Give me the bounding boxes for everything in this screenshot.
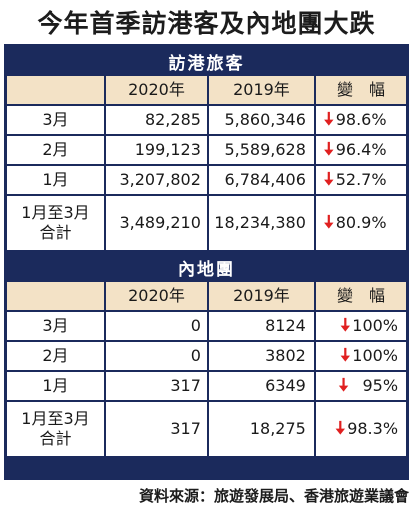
change-value: 52.7% bbox=[335, 170, 387, 189]
row-label-total: 1月至3月 合計 bbox=[7, 402, 104, 456]
value-2020: 317 bbox=[105, 372, 207, 400]
header-change: 變 幅 bbox=[315, 282, 406, 310]
down-arrow-icon: 🠇 bbox=[340, 344, 351, 366]
change-value: 95% bbox=[362, 376, 399, 395]
table-row-total: 1月至3月 合計 317 18,275 🠇 98.3% bbox=[7, 402, 407, 456]
change-cell: 🠇 95% bbox=[315, 372, 407, 400]
change-value: 98.6% bbox=[335, 110, 387, 129]
section-heading-visitors: 訪港旅客 bbox=[168, 53, 245, 74]
value-2019: 18,234,380 bbox=[208, 196, 314, 250]
total-label-line2: 合計 bbox=[39, 223, 72, 242]
value-2019: 6349 bbox=[208, 372, 314, 400]
table-row: 3月 0 8124 🠇 100% bbox=[7, 312, 407, 340]
value-2020: 317 bbox=[105, 402, 207, 456]
column-header-row: 2020年 2019年 變 幅 bbox=[7, 76, 406, 104]
table-row-total: 1月至3月 合計 3,489,210 18,234,380 🠇 80.9% bbox=[7, 196, 406, 250]
header-blank bbox=[7, 282, 105, 310]
section-heading-tours: 內地團 bbox=[178, 259, 235, 280]
header-2019: 2019年 bbox=[208, 76, 314, 104]
row-label: 3月 bbox=[7, 312, 104, 340]
row-label: 2月 bbox=[7, 342, 104, 370]
data-table-frame: 訪港旅客 2020年 2019年 變 幅 3月 82,285 5,860,346… bbox=[4, 44, 409, 480]
value-2020: 3,207,802 bbox=[105, 166, 207, 194]
header-blank bbox=[7, 76, 105, 104]
row-label-total: 1月至3月 合計 bbox=[7, 196, 104, 250]
change-cell: 🠇 100% bbox=[315, 312, 407, 340]
value-2020: 0 bbox=[105, 342, 207, 370]
table-row: 1月 317 6349 🠇 95% bbox=[7, 372, 407, 400]
value-2019: 18,275 bbox=[208, 402, 314, 456]
change-value: 80.9% bbox=[335, 213, 387, 232]
down-arrow-icon: 🠇 bbox=[335, 417, 346, 439]
value-2019: 8124 bbox=[208, 312, 314, 340]
down-arrow-icon: 🠇 bbox=[323, 138, 334, 160]
down-arrow-icon: 🠇 bbox=[340, 314, 351, 336]
row-label: 3月 bbox=[7, 106, 104, 134]
table-row: 1月 3,207,802 6,784,406 🠇 52.7% bbox=[7, 166, 406, 194]
down-arrow-icon: 🠇 bbox=[323, 108, 334, 130]
change-cell: 🠇 100% bbox=[315, 342, 407, 370]
change-value: 96.4% bbox=[335, 140, 387, 159]
change-cell: 🠇 96.4% bbox=[315, 136, 406, 164]
table-row: 2月 199,123 5,589,628 🠇 96.4% bbox=[7, 136, 406, 164]
header-2020: 2020年 bbox=[106, 76, 207, 104]
row-label: 2月 bbox=[7, 136, 104, 164]
value-2019: 3802 bbox=[208, 342, 314, 370]
table-row: 2月 0 3802 🠇 100% bbox=[7, 342, 407, 370]
down-arrow-icon: 🠇 bbox=[323, 168, 334, 190]
value-2020: 0 bbox=[105, 312, 207, 340]
total-label-line1: 1月至3月 bbox=[21, 409, 90, 428]
header-change: 變 幅 bbox=[315, 76, 406, 104]
infographic-title: 今年首季訪港客及內地團大跌 bbox=[37, 9, 376, 38]
column-header-row: 2020年 2019年 變 幅 bbox=[7, 282, 406, 310]
value-2019: 5,589,628 bbox=[208, 136, 314, 164]
value-2019: 6,784,406 bbox=[208, 166, 314, 194]
total-label-line2: 合計 bbox=[39, 429, 72, 448]
change-value: 100% bbox=[352, 316, 399, 335]
change-cell: 🠇 80.9% bbox=[315, 196, 406, 250]
change-cell: 🠇 98.6% bbox=[315, 106, 406, 134]
down-arrow-icon: 🠇 bbox=[323, 211, 334, 233]
row-label: 1月 bbox=[7, 166, 104, 194]
change-value: 98.3% bbox=[347, 419, 399, 438]
row-label: 1月 bbox=[7, 372, 104, 400]
total-label-line1: 1月至3月 bbox=[21, 203, 90, 222]
table-row: 3月 82,285 5,860,346 🠇 98.6% bbox=[7, 106, 406, 134]
header-2020: 2020年 bbox=[106, 282, 207, 310]
change-cell: 🠇 98.3% bbox=[315, 402, 407, 456]
value-2020: 82,285 bbox=[105, 106, 207, 134]
value-2019: 5,860,346 bbox=[208, 106, 314, 134]
down-arrow-icon: 🠇 bbox=[338, 374, 349, 396]
header-2019: 2019年 bbox=[208, 282, 314, 310]
change-value: 100% bbox=[352, 346, 399, 365]
change-cell: 🠇 52.7% bbox=[315, 166, 406, 194]
source-note: 資料來源：旅遊發展局、香港旅遊業議會 bbox=[138, 487, 409, 505]
value-2020: 3,489,210 bbox=[105, 196, 207, 250]
value-2020: 199,123 bbox=[105, 136, 207, 164]
